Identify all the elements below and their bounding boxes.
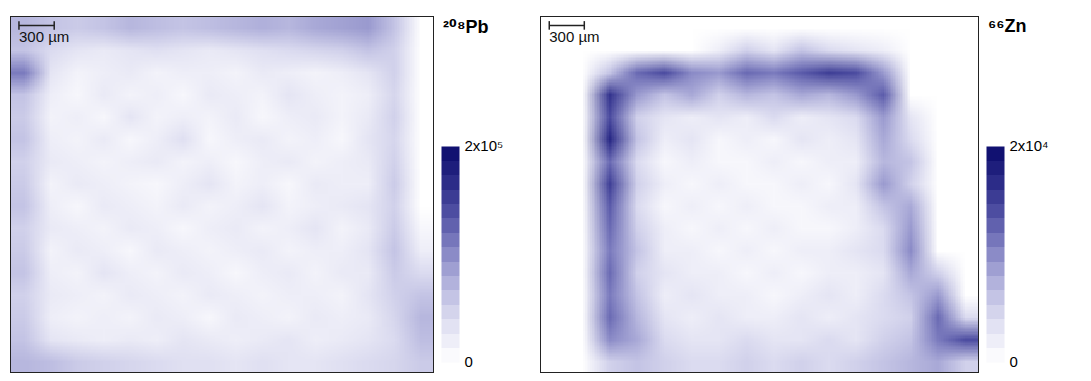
svg-text:300 µm: 300 µm — [549, 28, 599, 45]
html-text:⁶⁶Zn: ⁶⁶Zn — [988, 16, 1027, 36]
svg-text:0: 0 — [465, 353, 473, 370]
svg-text:0: 0 — [1010, 353, 1018, 370]
svg-text:2x10⁴: 2x10⁴ — [1010, 137, 1049, 154]
html-text:²⁰⁸Pb: ²⁰⁸Pb — [443, 17, 489, 37]
svg-text:300 µm: 300 µm — [19, 28, 69, 45]
svg-text:2x10⁵: 2x10⁵ — [465, 137, 504, 154]
